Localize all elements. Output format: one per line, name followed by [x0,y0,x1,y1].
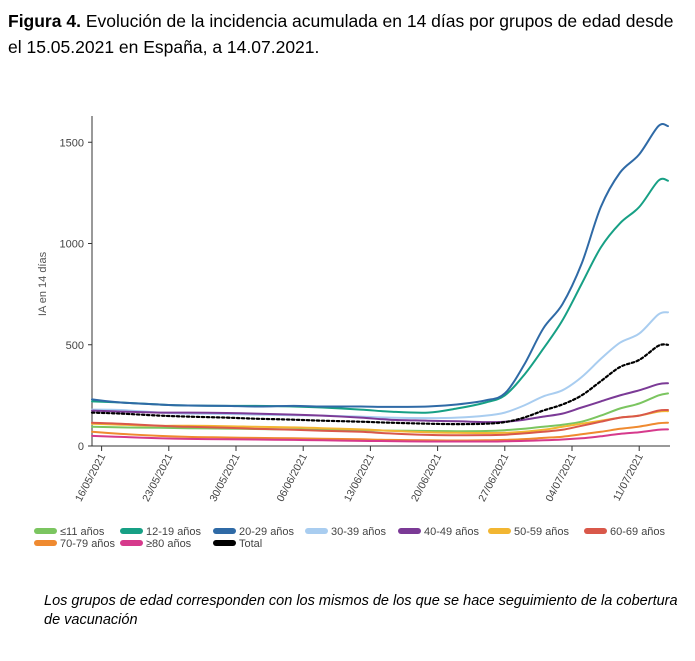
y-tick-label: 500 [66,340,84,352]
legend-item-4: 40-49 años [398,526,480,538]
figure-title: Figura 4. Evolución de la incidencia acu… [8,8,688,60]
legend-item-5: 50-59 años [488,526,570,538]
legend-label: 60-69 años [610,526,666,538]
legend-swatch [120,528,143,534]
plot-area: IA en 14 días 0 500 1000 1500 16/05/2021 23/05… [37,116,670,504]
legend-item-7: 70-79 años [34,538,116,550]
y-tick-label: 1500 [60,137,84,149]
figure-label: Figura 4. [8,11,81,31]
legend-item-0: ≤11 años [34,526,105,538]
figure-caption: Evolución de la incidencia acumulada en … [8,11,674,57]
legend-label: 20-29 años [239,526,295,538]
legend-swatch [34,528,57,534]
legend-swatch [398,528,421,534]
legend-label: Total [239,538,262,550]
legend-label: ≤11 años [60,526,105,538]
series-line-2 [91,122,669,408]
y-tick-label: 1000 [60,239,84,251]
legend-label: 40-49 años [424,526,480,538]
legend-swatch [584,528,607,534]
series-line-8 [91,428,669,443]
y-tick-label: 0 [78,441,84,453]
legend-swatch [120,540,143,546]
y-axis-label: IA en 14 días [37,251,49,316]
x-tick-label: 27/06/2021 [476,452,511,504]
chart-legend: ≤11 años 12-19 años 20-29 años 30-39 años 40… [34,526,666,550]
legend-item-8: ≥80 años [120,538,192,550]
series-line-4 [91,382,669,424]
legend-swatch [34,540,57,546]
series-line-3 [91,311,669,420]
legend-label: 50-59 años [514,526,570,538]
legend-swatch [488,528,511,534]
legend-item-2: 20-29 años [213,526,295,538]
legend-swatch [305,528,328,534]
x-tick-label: 06/06/2021 [275,452,310,504]
x-tick-label: 30/05/2021 [207,452,242,504]
x-tick-label: 16/05/2021 [73,452,108,504]
incidence-line-chart: IA en 14 días 0 500 1000 1500 16/05/2021 23/05… [34,116,670,550]
series-line-9 [90,343,670,426]
legend-swatch [213,528,236,534]
legend-swatch [213,540,236,546]
legend-item-3: 30-39 años [305,526,387,538]
footnote: Los grupos de edad corresponden con los … [44,593,678,628]
legend-item-1: 12-19 años [120,526,202,538]
legend-item-9: Total [213,538,262,550]
x-tick-label: 23/05/2021 [140,452,175,504]
x-tick-label: 04/07/2021 [543,452,578,504]
legend-label: 70-79 años [60,538,116,550]
series-line-6 [91,408,669,437]
x-tick-label: 13/06/2021 [342,452,377,504]
x-tick-label: 11/07/2021 [611,452,646,503]
legend-label: 12-19 años [146,526,202,538]
legend-label: ≥80 años [146,538,192,550]
x-tick-label: 20/06/2021 [409,452,444,504]
legend-item-6: 60-69 años [584,526,666,538]
legend-label: 30-39 años [331,526,387,538]
